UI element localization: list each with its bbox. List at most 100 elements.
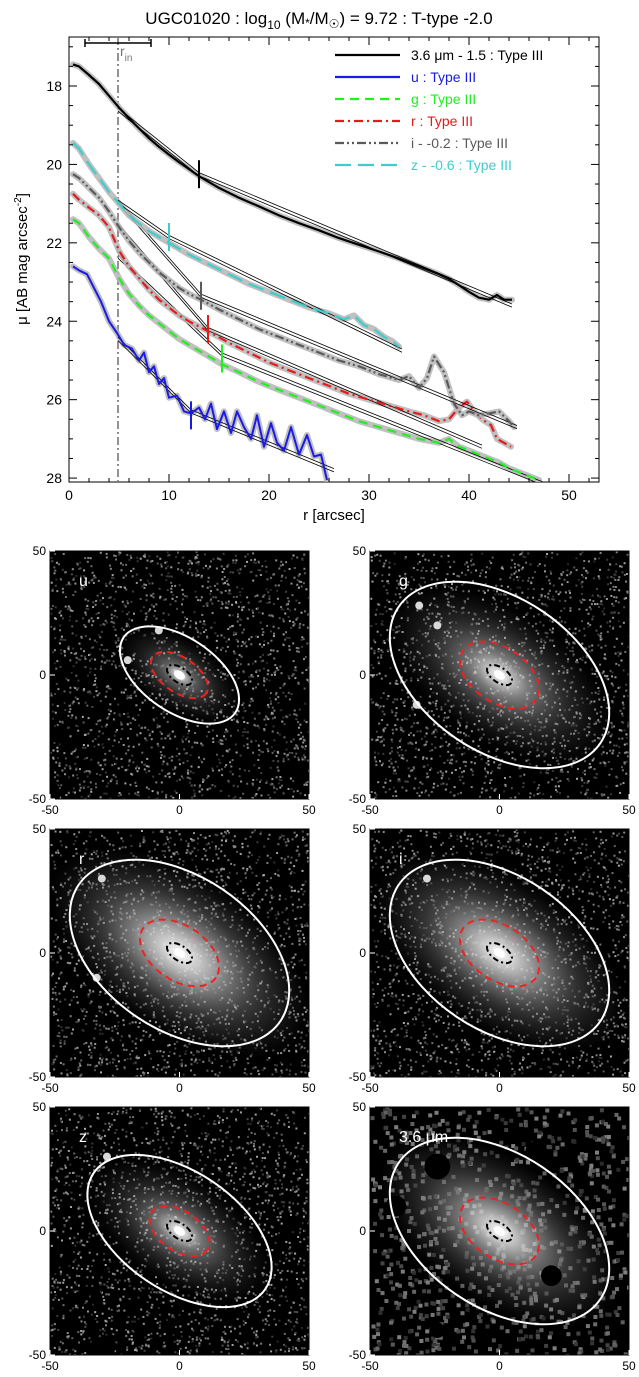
noise-pixel bbox=[301, 838, 304, 841]
noise-pixel bbox=[154, 609, 157, 612]
noise-pixel bbox=[300, 959, 303, 962]
noise-pixel bbox=[105, 1058, 108, 1061]
noise-pixel bbox=[599, 635, 602, 638]
noise-pixel bbox=[418, 560, 421, 563]
noise-pixel bbox=[422, 566, 424, 569]
noise-pixel bbox=[218, 758, 221, 761]
noise-pixel bbox=[177, 562, 180, 564]
noise-pixel bbox=[234, 845, 237, 848]
noise-pixel bbox=[606, 576, 609, 579]
noise-pixel bbox=[249, 680, 252, 683]
noise-pixel bbox=[160, 756, 162, 759]
noise-pixel bbox=[184, 595, 187, 597]
noise-pixel bbox=[290, 582, 293, 585]
noise-pixel bbox=[568, 643, 571, 646]
noise-pixel bbox=[417, 748, 420, 751]
noise-pixel bbox=[606, 621, 609, 624]
noise-pixel bbox=[297, 726, 300, 729]
noise-pixel bbox=[204, 629, 207, 631]
noise-pixel bbox=[520, 568, 523, 571]
noise-pixel bbox=[283, 570, 286, 572]
noise-pixel bbox=[217, 741, 220, 744]
noise-pixel bbox=[627, 721, 629, 724]
noise-pixel bbox=[483, 591, 486, 594]
noise-pixel bbox=[300, 731, 303, 734]
noise-pixel bbox=[386, 638, 389, 641]
noise-pixel bbox=[186, 572, 189, 575]
noise-pixel bbox=[546, 596, 549, 599]
noise-pixel bbox=[582, 575, 585, 578]
noise-pixel bbox=[84, 701, 87, 704]
noise-pixel bbox=[165, 712, 168, 715]
noise-pixel bbox=[138, 1022, 141, 1024]
noise-pixel bbox=[54, 617, 56, 620]
noise-pixel bbox=[626, 591, 629, 594]
noise-pixel bbox=[200, 742, 203, 745]
noise-pixel bbox=[574, 627, 577, 630]
noise-pixel bbox=[175, 755, 178, 758]
noise-pixel bbox=[618, 729, 621, 732]
noise-pixel bbox=[509, 776, 512, 778]
noise-pixel bbox=[152, 605, 155, 608]
noise-pixel bbox=[153, 719, 155, 722]
noise-pixel bbox=[400, 738, 402, 741]
noise-pixel bbox=[401, 718, 404, 721]
noise-pixel bbox=[464, 764, 467, 767]
noise-pixel bbox=[150, 594, 153, 597]
noise-pixel bbox=[609, 582, 612, 585]
noise-pixel bbox=[235, 559, 238, 562]
noise-pixel bbox=[247, 1062, 250, 1065]
noise-pixel bbox=[274, 698, 277, 701]
noise-pixel bbox=[271, 706, 274, 709]
noise-pixel bbox=[221, 578, 224, 581]
noise-pixel bbox=[485, 566, 488, 569]
noise-pixel bbox=[581, 620, 584, 623]
noise-pixel bbox=[199, 784, 202, 787]
noise-pixel bbox=[74, 687, 77, 690]
noise-pixel bbox=[596, 603, 599, 606]
noise-pixel bbox=[105, 785, 108, 788]
noise-pixel bbox=[201, 585, 204, 588]
noise-pixel bbox=[470, 553, 473, 556]
noise-pixel bbox=[252, 779, 255, 781]
noise-pixel bbox=[603, 793, 606, 796]
noise-pixel bbox=[221, 739, 224, 742]
figure-title: UGC01020 : log10 (M*/M☉) = 9.72 : T-type… bbox=[145, 9, 492, 32]
noise-pixel bbox=[243, 728, 246, 730]
noise-pixel bbox=[453, 786, 456, 789]
noise-pixel bbox=[159, 1050, 162, 1053]
panel-image bbox=[50, 829, 309, 1077]
noise-pixel bbox=[447, 585, 450, 588]
noise-pixel bbox=[98, 634, 100, 637]
noise-pixel bbox=[601, 672, 604, 675]
noise-pixel bbox=[156, 1050, 159, 1053]
noise-pixel bbox=[397, 780, 400, 782]
noise-pixel bbox=[549, 570, 552, 573]
noise-pixel bbox=[252, 611, 255, 614]
noise-pixel bbox=[109, 564, 111, 567]
noise-pixel bbox=[112, 744, 114, 747]
noise-pixel bbox=[206, 868, 209, 870]
noise-pixel bbox=[60, 649, 63, 651]
noise-pixel bbox=[407, 742, 410, 745]
noise-pixel bbox=[513, 572, 516, 575]
noise-pixel bbox=[446, 573, 449, 576]
noise-pixel bbox=[269, 588, 272, 591]
noise-pixel bbox=[55, 998, 58, 1001]
noise-pixel bbox=[182, 625, 185, 628]
noise-pixel bbox=[551, 552, 554, 554]
noise-pixel bbox=[255, 686, 257, 689]
noise-pixel bbox=[261, 898, 264, 901]
noise-pixel bbox=[623, 729, 626, 732]
noise-pixel bbox=[63, 1040, 66, 1043]
noise-pixel bbox=[273, 786, 276, 789]
noise-pixel bbox=[50, 556, 53, 559]
noise-pixel bbox=[62, 988, 65, 991]
noise-pixel bbox=[132, 1062, 135, 1065]
noise-pixel bbox=[202, 1060, 205, 1063]
noise-pixel bbox=[165, 793, 168, 796]
noise-pixel bbox=[165, 575, 168, 578]
noise-pixel bbox=[390, 761, 393, 764]
noise-pixel bbox=[207, 775, 210, 778]
noise-pixel bbox=[162, 854, 165, 857]
